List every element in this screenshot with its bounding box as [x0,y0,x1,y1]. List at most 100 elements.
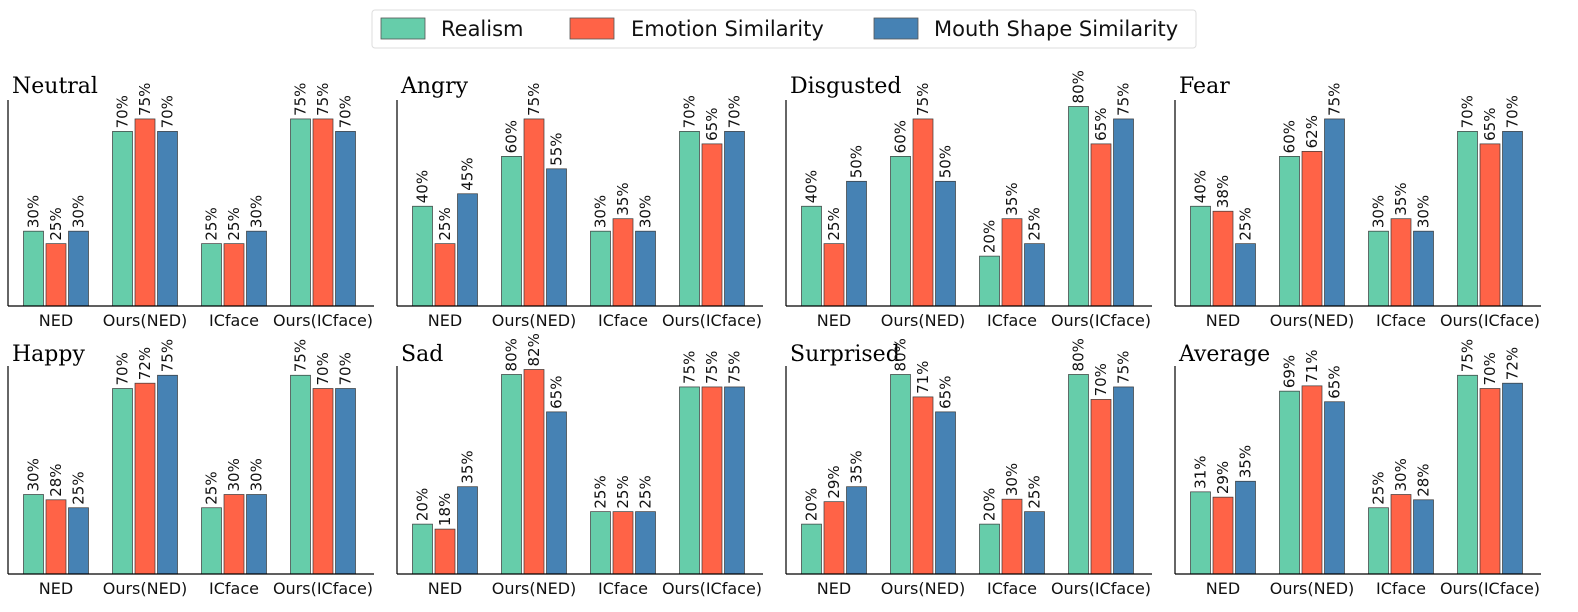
data-label-happy-ned-emotion-similarity: 28% [47,463,65,496]
bar-average-ours-icface-emotion-similarity [1479,388,1501,575]
bar-angry-icface-realism [590,230,611,307]
data-label-happy-ours-ned-realism: 70% [114,352,132,385]
legend-label-mouth: Mouth Shape Similarity [934,17,1178,41]
data-label-angry-ours-ned-mouth-shape-similarity: 55% [548,132,566,165]
bar-fear-icface-emotion-similarity [1390,218,1412,307]
bar-surprised-ours-icface-realism [1068,374,1089,575]
bar-disgusted-ours-icface-mouth-shape-similarity [1113,118,1134,307]
bar-disgusted-ours-ned-emotion-similarity [912,118,934,307]
data-label-fear-ned-emotion-similarity: 38% [1214,175,1232,208]
bar-angry-ned-mouth-shape-similarity [457,193,478,307]
data-label-happy-icface-mouth-shape-similarity: 30% [248,458,266,491]
data-label-surprised-ours-icface-emotion-similarity: 70% [1092,363,1110,396]
data-label-angry-ned-mouth-shape-similarity: 45% [459,157,477,190]
bar-average-icface-realism [1368,507,1389,575]
bar-surprised-ours-icface-emotion-similarity [1090,399,1112,575]
bar-happy-ours-icface-mouth-shape-similarity [335,388,356,575]
data-label-surprised-ned-realism: 20% [803,488,821,521]
data-label-angry-icface-mouth-shape-similarity: 30% [637,195,655,228]
data-label-neutral-ours-ned-mouth-shape-similarity: 70% [159,95,177,128]
data-label-happy-ned-realism: 30% [25,458,43,491]
data-label-angry-ours-ned-realism: 60% [503,120,521,153]
data-label-sad-ours-icface-mouth-shape-similarity: 75% [726,351,744,384]
bar-neutral-ned-mouth-shape-similarity [68,230,89,307]
bar-average-ours-icface-realism [1457,374,1478,575]
data-label-disgusted-icface-emotion-similarity: 35% [1003,182,1021,215]
bar-sad-icface-emotion-similarity [612,511,634,575]
data-label-happy-ours-icface-realism: 75% [292,339,310,372]
panel-title-angry: Angry [400,74,469,99]
data-label-average-icface-emotion-similarity: 30% [1392,458,1410,491]
data-label-average-ours-ned-mouth-shape-similarity: 65% [1326,365,1344,398]
bar-sad-icface-realism [590,511,611,575]
legend-swatch-mouth [873,17,919,40]
tick-label-happy-ours-icface: Ours(ICface) [273,579,373,598]
bar-disgusted-ned-emotion-similarity [823,243,845,307]
data-label-angry-icface-realism: 30% [592,195,610,228]
data-label-sad-ours-ned-realism: 80% [503,338,521,371]
bar-fear-ours-ned-emotion-similarity [1301,151,1323,307]
tick-label-neutral-icface: ICface [209,311,259,330]
bar-disgusted-icface-mouth-shape-similarity [1024,243,1045,307]
bar-sad-ned-realism [412,523,433,575]
data-label-fear-ours-ned-emotion-similarity: 62% [1303,115,1321,148]
data-label-disgusted-icface-mouth-shape-similarity: 25% [1026,207,1044,240]
data-label-fear-ours-icface-emotion-similarity: 65% [1481,108,1499,141]
data-label-sad-icface-emotion-similarity: 25% [614,475,632,508]
data-label-fear-icface-mouth-shape-similarity: 30% [1415,195,1433,228]
data-label-disgusted-ours-icface-realism: 80% [1070,70,1088,103]
bar-average-ned-emotion-similarity [1212,496,1234,575]
tick-label-angry-ours-ned: Ours(NED) [492,311,577,330]
bar-sad-ours-ned-realism [501,374,522,575]
tick-label-surprised-ours-icface: Ours(ICface) [1051,579,1151,598]
bar-angry-ours-icface-mouth-shape-similarity [724,131,745,307]
bar-sad-ours-ned-emotion-similarity [523,369,545,575]
bar-happy-ours-ned-emotion-similarity [134,382,156,575]
data-label-angry-icface-emotion-similarity: 35% [614,182,632,215]
data-label-angry-ours-icface-emotion-similarity: 65% [703,108,721,141]
tick-label-sad-icface: ICface [598,579,648,598]
data-label-angry-ned-realism: 40% [414,170,432,203]
bar-sad-icface-mouth-shape-similarity [635,511,656,575]
bar-sad-ned-mouth-shape-similarity [457,486,478,575]
bar-surprised-ours-ned-emotion-similarity [912,396,934,575]
data-label-fear-ned-realism: 40% [1192,170,1210,203]
data-label-sad-ned-emotion-similarity: 18% [436,493,454,526]
bar-neutral-ours-icface-emotion-similarity [312,118,334,307]
data-label-neutral-icface-realism: 25% [203,207,221,240]
bar-disgusted-ned-realism [801,205,822,307]
bar-fear-ours-ned-realism [1279,156,1300,307]
bar-happy-icface-realism [201,507,222,575]
data-label-neutral-ned-mouth-shape-similarity: 30% [70,195,88,228]
data-label-average-ned-realism: 31% [1192,456,1210,489]
data-label-disgusted-ours-icface-mouth-shape-similarity: 75% [1115,83,1133,116]
tick-label-average-icface: ICface [1376,579,1426,598]
data-label-disgusted-ours-icface-emotion-similarity: 65% [1092,108,1110,141]
panel-title-disgusted: Disgusted [790,74,901,99]
panel-disgusted: Disgusted40%25%50%NED60%75%50%Ours(NED)2… [785,70,1152,330]
bar-fear-ned-mouth-shape-similarity [1235,243,1256,307]
bar-happy-ours-ned-mouth-shape-similarity [157,374,178,575]
tick-label-neutral-ned: NED [39,311,73,330]
data-label-average-ours-icface-realism: 75% [1459,339,1477,372]
bar-neutral-icface-emotion-similarity [223,243,245,307]
bar-average-ours-ned-realism [1279,390,1300,575]
bar-average-ours-ned-emotion-similarity [1301,385,1323,575]
data-label-average-icface-mouth-shape-similarity: 28% [1415,463,1433,496]
legend: Realism Emotion Similarity Mouth Shape S… [371,9,1197,49]
bar-sad-ours-icface-emotion-similarity [701,386,723,575]
tick-label-neutral-ours-icface: Ours(ICface) [273,311,373,330]
bar-sad-ours-icface-mouth-shape-similarity [724,386,745,575]
bar-happy-ours-ned-realism [112,388,133,575]
tick-label-happy-icface: ICface [209,579,259,598]
tick-label-sad-ned: NED [428,579,462,598]
bar-surprised-ned-emotion-similarity [823,501,845,575]
panel-title-average: Average [1178,342,1270,367]
bar-fear-icface-mouth-shape-similarity [1413,230,1434,307]
bar-average-icface-emotion-similarity [1390,494,1412,575]
data-label-neutral-ned-realism: 30% [25,195,43,228]
bar-happy-ned-mouth-shape-similarity [68,507,89,575]
